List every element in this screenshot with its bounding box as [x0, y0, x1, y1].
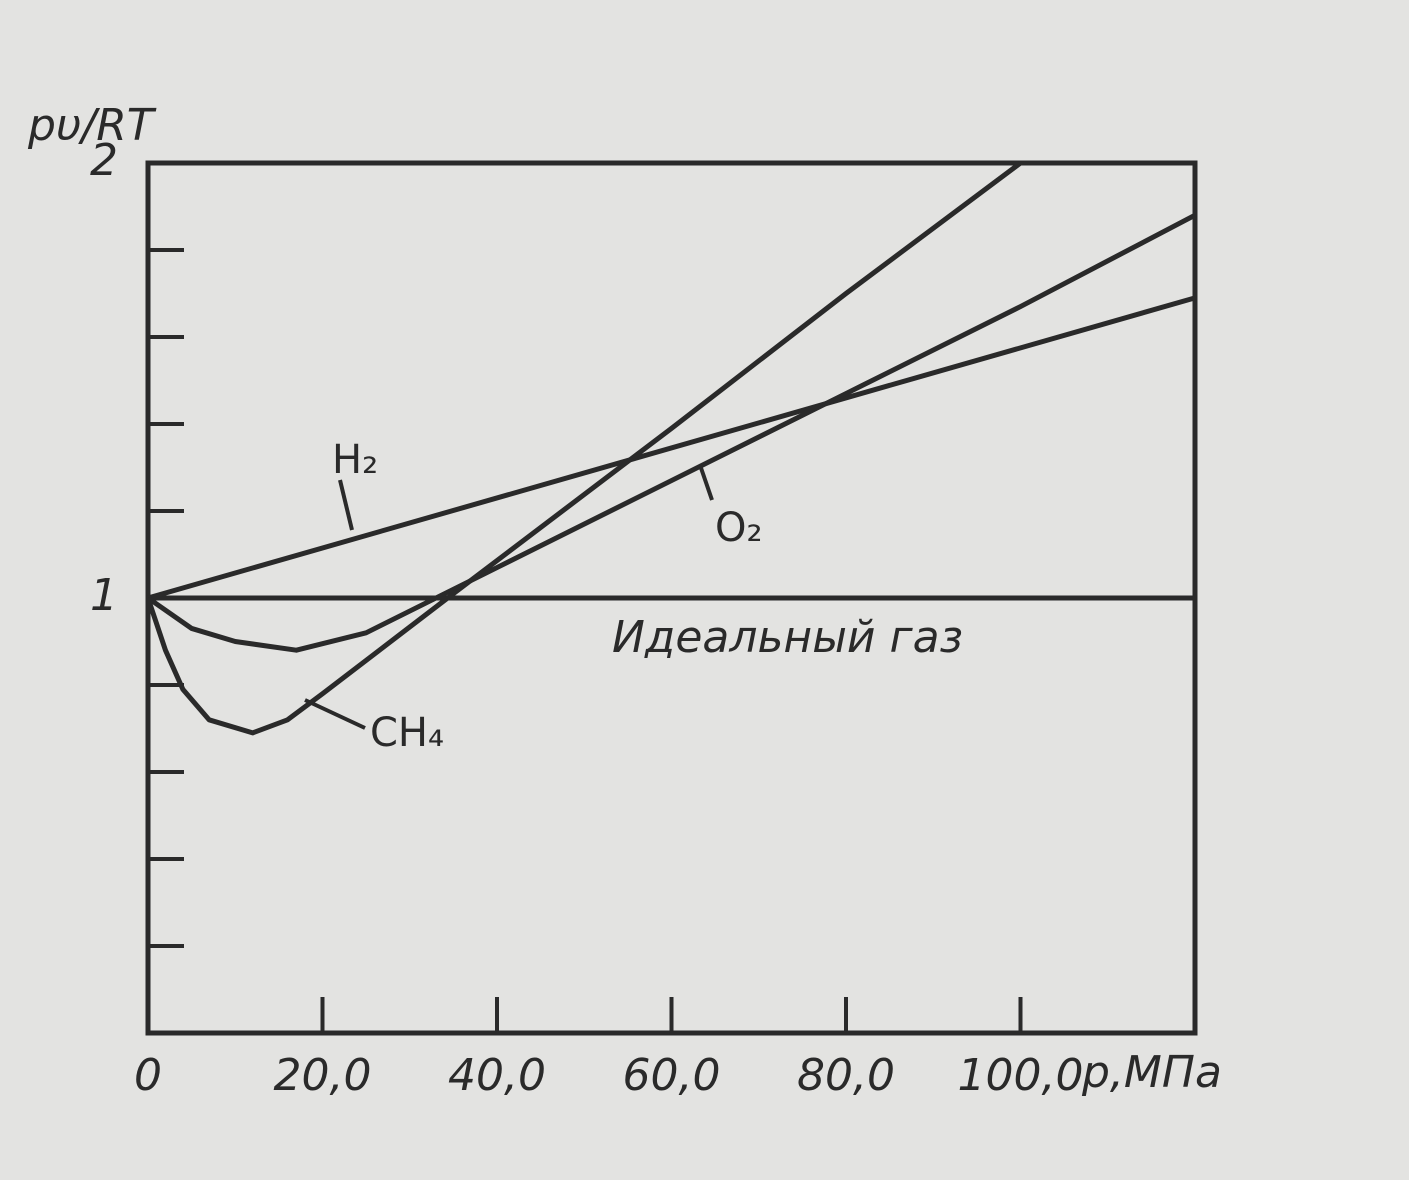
- y-axis-label: pυ/RT: [27, 100, 157, 151]
- series-label: CH₄: [370, 710, 444, 756]
- series-label: Идеальный газ: [612, 612, 963, 663]
- x-tick-label: 60,0: [623, 1050, 721, 1101]
- series-line: [147, 295, 1196, 601]
- x-tick-label: 0: [134, 1050, 162, 1101]
- series-line: [146, 212, 1197, 653]
- x-tick-label: 80,0: [797, 1050, 895, 1101]
- series-label: O₂: [715, 505, 763, 551]
- x-tick-label: 100,0: [958, 1050, 1084, 1101]
- y-tick-label: 2: [90, 135, 118, 186]
- leader-line: [338, 479, 354, 531]
- series-line: [145, 160, 1022, 736]
- x-axis-label: p,МПа: [1081, 1047, 1222, 1098]
- y-tick-label: 1: [90, 570, 118, 621]
- x-tick-label: 20,0: [274, 1050, 372, 1101]
- x-tick-label: 40,0: [448, 1050, 546, 1101]
- series-label: H₂: [332, 437, 378, 483]
- leader-line: [304, 698, 366, 730]
- leader-line: [698, 464, 714, 501]
